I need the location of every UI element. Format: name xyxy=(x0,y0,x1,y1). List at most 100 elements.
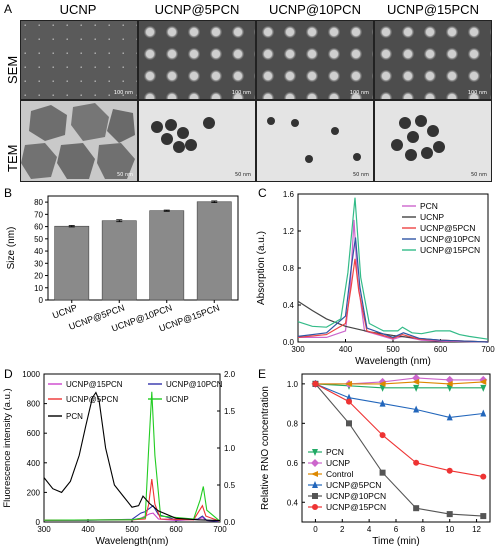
tem-particles-ucnp xyxy=(21,103,135,179)
series-line-ucnp-10pcn xyxy=(297,237,489,343)
tem-image-ucnp-5pcn: 50 nm xyxy=(138,100,256,182)
panel-a-label: A xyxy=(4,2,13,16)
chart-e-rno: 0 2 4 6 8 10 120.40.60.81.0PCNUCNPControlUCNP@… xyxy=(260,373,491,547)
legend-label-ucnp-10pcn: UCNP@10PCN xyxy=(166,380,223,389)
y-right-tick-label: 0.5 xyxy=(224,481,236,490)
y-tick-label: 50 xyxy=(34,235,43,244)
sem-image-ucnp: 100 nm xyxy=(20,20,138,100)
point-ucnp-5pcn xyxy=(480,409,487,417)
plot-frame xyxy=(47,195,239,301)
point-ucnp-10pcn xyxy=(480,513,487,520)
y-axis-label: Relative RNO concentration xyxy=(260,386,271,510)
tem-particles-ucnp-15pcn xyxy=(391,115,445,161)
point-ucnp-10pcn xyxy=(446,511,453,518)
y-tick-label: 800 xyxy=(27,400,41,409)
col-title-ucnp-5pcn: UCNP@5PCN xyxy=(154,2,240,17)
x-axis-label: Wavelength(nm) xyxy=(96,536,169,547)
y-axis-label: Absorption (a.u.) xyxy=(256,231,267,305)
y-tick-label: 80 xyxy=(34,198,43,207)
chart-b-particle-size: 01020304050607080UCNPUCNP@5PCNUCNP@10PCN… xyxy=(6,195,239,334)
bar-ucnp-5pcn xyxy=(101,220,137,301)
y-tick-label: 0.8 xyxy=(287,419,299,428)
y-right-tick-label: 1.0 xyxy=(224,444,236,453)
point-control xyxy=(378,380,386,387)
series-line-control xyxy=(315,381,484,385)
y-tick-label: 0.6 xyxy=(287,459,299,468)
x-tick-label: 6 xyxy=(394,525,399,534)
y-tick-label: 70 xyxy=(34,210,43,219)
y-right-tick-label: 0.0 xyxy=(224,518,236,527)
legend-label-ucnp-15pcn: UCNP@15PCN xyxy=(66,380,123,389)
tem-image-ucnp: 50 nm xyxy=(20,100,138,182)
series-line-ucnp-15pcn xyxy=(315,383,484,478)
x-tick-label: 4 xyxy=(367,525,372,534)
point-ucnp-10pcn xyxy=(379,469,386,476)
y-tick-label: 1000 xyxy=(22,370,40,379)
legend-label-ucnp-5pcn: UCNP@5PCN xyxy=(326,480,381,490)
x-tick-label: 2 xyxy=(340,525,345,534)
legend-label-ucnp: UCNP xyxy=(420,212,444,222)
point-ucnp-5pcn xyxy=(379,399,386,407)
x-axis-label: Wavelength (nm) xyxy=(355,356,431,367)
y-right-tick-label: 1.5 xyxy=(224,407,236,416)
sem-image-ucnp-10pcn: 100 nm xyxy=(256,20,374,100)
bar-ucnp-15pcn xyxy=(196,201,232,301)
series-line-pcn xyxy=(43,391,221,522)
x-tick-label: 12 xyxy=(472,525,481,534)
y-tick-label: 0.4 xyxy=(283,301,295,310)
legend-label-control: Control xyxy=(326,469,354,479)
series-line-ucnp-10pcn xyxy=(314,383,484,517)
series-line-ucnp-15pcn xyxy=(297,197,489,340)
row-label-tem: TEM xyxy=(5,144,20,172)
x-tick-label: 400 xyxy=(81,525,95,534)
tem-image-ucnp-10pcn: 50 nm xyxy=(256,100,374,182)
y-tick-label: 30 xyxy=(34,259,43,268)
point-ucnp-5pcn xyxy=(413,405,420,413)
col-title-ucnp-15pcn: UCNP@15PCN xyxy=(387,2,479,17)
x-tick-label: 300 xyxy=(37,525,51,534)
legend-label-ucnp-10pcn: UCNP@10PCN xyxy=(420,234,480,244)
x-tick-label: 400 xyxy=(339,345,353,354)
legend-label-ucnp-5pcn: UCNP@5PCN xyxy=(420,223,475,233)
col-title-ucnp-10pcn: UCNP@10PCN xyxy=(269,2,361,17)
legend-label-ucnp-5pcn: UCNP@5PCN xyxy=(66,395,118,404)
y-tick-label: 1.0 xyxy=(287,380,299,389)
y-axis-label: Fluorescence intensity (a.u.) xyxy=(2,388,13,507)
chart-c-absorption: 300 400 500 600 7000.00.40.81.21.6PCNUCNPUCN… xyxy=(256,190,495,367)
y-tick-label: 1.6 xyxy=(283,190,295,199)
point-pcn xyxy=(379,384,386,392)
point-pcn xyxy=(480,384,487,392)
legend-label-ucnp-15pcn: UCNP@15PCN xyxy=(420,245,480,255)
legend-label-ucnp: UCNP xyxy=(166,395,189,404)
y-right-tick-label: 2.0 xyxy=(224,370,236,379)
point-ucnp-5pcn xyxy=(446,413,453,421)
x-tick-label: 600 xyxy=(434,345,448,354)
panel-c-label: C xyxy=(258,186,267,200)
x-tick-label: 500 xyxy=(125,525,139,534)
point-ucnp-10pcn xyxy=(346,420,352,427)
y-tick-label: 60 xyxy=(34,223,43,232)
y-tick-label: 0 xyxy=(36,518,41,527)
legend-label-ucnp-10pcn: UCNP@10PCN xyxy=(326,491,386,501)
series-line-ucnp xyxy=(43,391,221,522)
series-line-ucnp-5pcn xyxy=(297,258,489,343)
x-tick-label: 8 xyxy=(421,525,426,534)
point-ucnp-15pcn xyxy=(346,398,352,405)
series-line-pcn xyxy=(315,383,484,389)
chart-d-fluorescence: 300 400 500 600 700 0 200 400 600 800 1000 0.0 0.5 1.… xyxy=(2,370,252,547)
tem-image-ucnp-15pcn: 50 nm xyxy=(374,100,492,182)
point-ucnp-10pcn xyxy=(413,505,420,512)
legend-marker-pcn xyxy=(312,449,318,456)
y-tick-label: 40 xyxy=(34,247,43,256)
point-ucnp-15pcn xyxy=(446,467,453,474)
legend-marker-control xyxy=(311,471,318,477)
point-ucnp-15pcn xyxy=(312,380,319,387)
series-line-ucnp xyxy=(297,300,489,343)
sem-image-ucnp-15pcn: 100 nm xyxy=(374,20,492,100)
tem-particles-ucnp-5pcn xyxy=(151,117,215,153)
point-control xyxy=(445,380,453,387)
y-right-axis-label: Absorbance (a.u.) xyxy=(251,410,252,486)
panel-e-label: E xyxy=(258,367,267,381)
y-tick-label: 0.4 xyxy=(287,498,299,507)
y-tick-label: 400 xyxy=(27,459,41,468)
